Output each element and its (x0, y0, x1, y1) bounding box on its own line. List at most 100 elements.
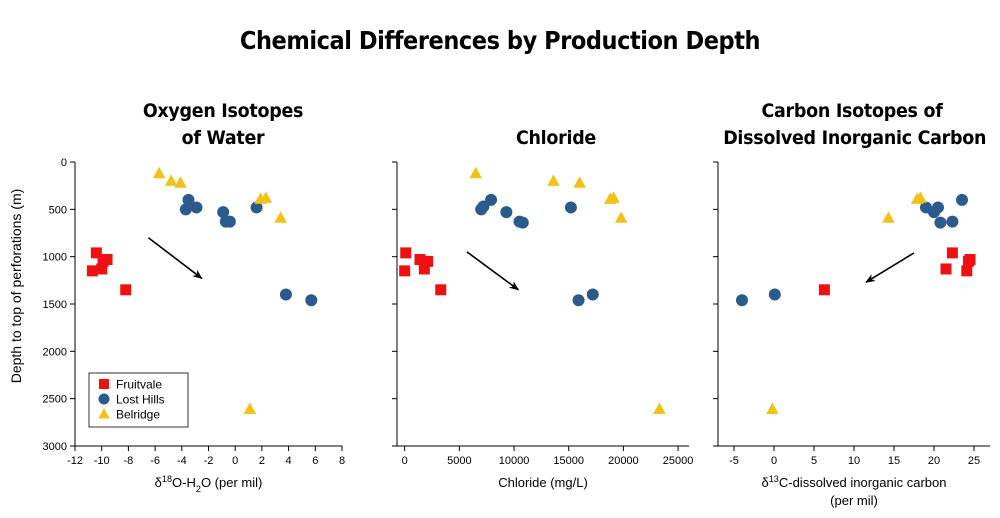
data-point-lost-hills (768, 288, 781, 301)
data-point-fruitvale (818, 284, 830, 296)
data-point-belridge (547, 174, 560, 186)
data-point-belridge (274, 211, 287, 223)
data-point-lost-hills (179, 203, 192, 216)
trend-arrow (147, 237, 203, 280)
data-point-belridge (152, 166, 166, 179)
data-point-lost-hills (946, 215, 959, 228)
x-axis-label: δ18O-H2O (per mil) (155, 474, 263, 494)
scatter-panel-1: 0 500 1000 1500 2000 2500 3000-12 -10 -8 -6 -4 -2 0 2… (43, 157, 346, 494)
data-point-lost-hills (932, 201, 944, 214)
data-point-fruitvale (399, 265, 411, 277)
data-point-fruitvale (435, 284, 447, 296)
x-tick-label: 0 (232, 455, 238, 467)
data-point-fruitvale (96, 263, 108, 275)
y-tick-label: 3000 (43, 441, 67, 453)
x-tick-label: 15000 (553, 455, 584, 467)
data-point-lost-hills (217, 206, 230, 219)
x-tick-label: 10000 (499, 455, 530, 467)
legend-marker-belridge (98, 408, 110, 419)
x-tick-label: 25000 (663, 455, 694, 467)
x-axis-label-line2: (per mil) (830, 493, 878, 508)
y-tick-label: 500 (49, 204, 67, 216)
panel-title-line: Oxygen Isotopes (142, 100, 304, 122)
data-point-fruitvale (414, 254, 426, 266)
data-point-lost-hills (516, 216, 529, 229)
data-point-belridge (607, 191, 620, 203)
data-point-fruitvale (940, 263, 952, 275)
data-point-lost-hills (564, 201, 577, 214)
panel-title-carbon: Carbon Isotopes of Dissolved Inorganic Ca… (723, 98, 987, 152)
x-tick-label: 5 (811, 455, 817, 467)
x-tick-label: 8 (339, 455, 345, 467)
legend-label: Fruitvale (116, 378, 162, 392)
x-tick-label: 20000 (608, 455, 639, 467)
panel-title-oxygen: Oxygen Isotopes of Water (113, 98, 334, 152)
y-tick-label: 2500 (43, 394, 67, 406)
x-tick-label: 0 (402, 455, 408, 467)
trend-arrow (865, 252, 915, 283)
x-tick-label: 4 (286, 455, 292, 467)
data-point-lost-hills (182, 193, 195, 206)
trend-arrow (466, 251, 520, 291)
data-point-fruitvale (418, 263, 430, 275)
x-tick-label: 25 (968, 455, 980, 467)
y-tick-label: 0 (61, 157, 67, 169)
data-point-fruitvale (400, 247, 412, 259)
data-point-fruitvale (90, 247, 102, 259)
y-tick-label: 2000 (43, 346, 67, 358)
data-point-lost-hills (956, 193, 968, 206)
data-point-lost-hills (934, 216, 947, 229)
panel-title-line: Chloride (515, 127, 597, 149)
panel-title-line: Dissolved Inorganic Carbon (723, 127, 987, 149)
data-point-lost-hills (250, 201, 263, 214)
x-tick-label: -10 (94, 455, 110, 467)
data-point-belridge (573, 176, 586, 188)
x-tick-label: -2 (204, 455, 214, 467)
panel-title-line: Carbon Isotopes of (761, 100, 943, 122)
scatter-panel-2: 0 5000 10000 15000 20000 25000 Chloride (mg/L) (392, 161, 694, 490)
x-axis-label: Chloride (mg/L) (498, 475, 588, 490)
chart-main-title: Chemical Differences by Production Depth (239, 26, 761, 55)
data-point-lost-hills (500, 206, 513, 219)
x-tick-label: 20 (928, 455, 940, 467)
legend-label: Lost Hills (116, 393, 165, 407)
data-point-belridge (914, 191, 927, 203)
x-tick-label: -6 (150, 455, 160, 467)
data-point-fruitvale (422, 255, 434, 267)
data-point-belridge (653, 402, 666, 415)
panel-title-line: of Water (181, 127, 265, 149)
x-tick-label: 2 (259, 455, 265, 467)
x-tick-label: 6 (312, 455, 318, 467)
data-point-lost-hills (279, 288, 292, 301)
panel-title-chloride: Chloride (446, 125, 667, 152)
y-tick-label: 1000 (43, 252, 67, 264)
legend-marker-fruitvale (99, 379, 109, 389)
x-tick-label: 0 (771, 455, 777, 467)
data-point-belridge (174, 176, 187, 188)
data-point-belridge (164, 174, 178, 186)
x-tick-label: 15 (888, 455, 900, 467)
x-tick-label: -4 (177, 455, 187, 467)
data-point-lost-hills (190, 201, 203, 214)
x-tick-label: -12 (67, 455, 83, 467)
data-point-belridge (882, 211, 895, 223)
data-point-lost-hills (736, 294, 748, 307)
data-point-fruitvale (101, 254, 113, 266)
x-tick-label: 10 (848, 455, 860, 467)
data-point-lost-hills (305, 294, 318, 307)
x-tick-label: -5 (729, 455, 739, 467)
data-point-belridge (766, 402, 779, 415)
data-point-belridge (243, 402, 257, 415)
legend-marker-lost-hills (98, 393, 110, 405)
data-point-fruitvale (962, 255, 974, 267)
x-axis-label: δ13C-dissolved inorganic carbon (761, 474, 946, 490)
x-tick-label: -8 (124, 455, 134, 467)
scatter-panel-3: -5 0 5 10 15 20 25 δ13C-dissolved inorganic car… (713, 161, 990, 508)
data-point-belridge (259, 191, 273, 203)
x-tick-label: 5000 (447, 455, 471, 467)
data-point-lost-hills (586, 288, 599, 301)
data-point-fruitvale (961, 265, 973, 277)
data-point-fruitvale (946, 247, 958, 259)
y-axis-label: Depth to top of perforations (m) (8, 189, 24, 384)
